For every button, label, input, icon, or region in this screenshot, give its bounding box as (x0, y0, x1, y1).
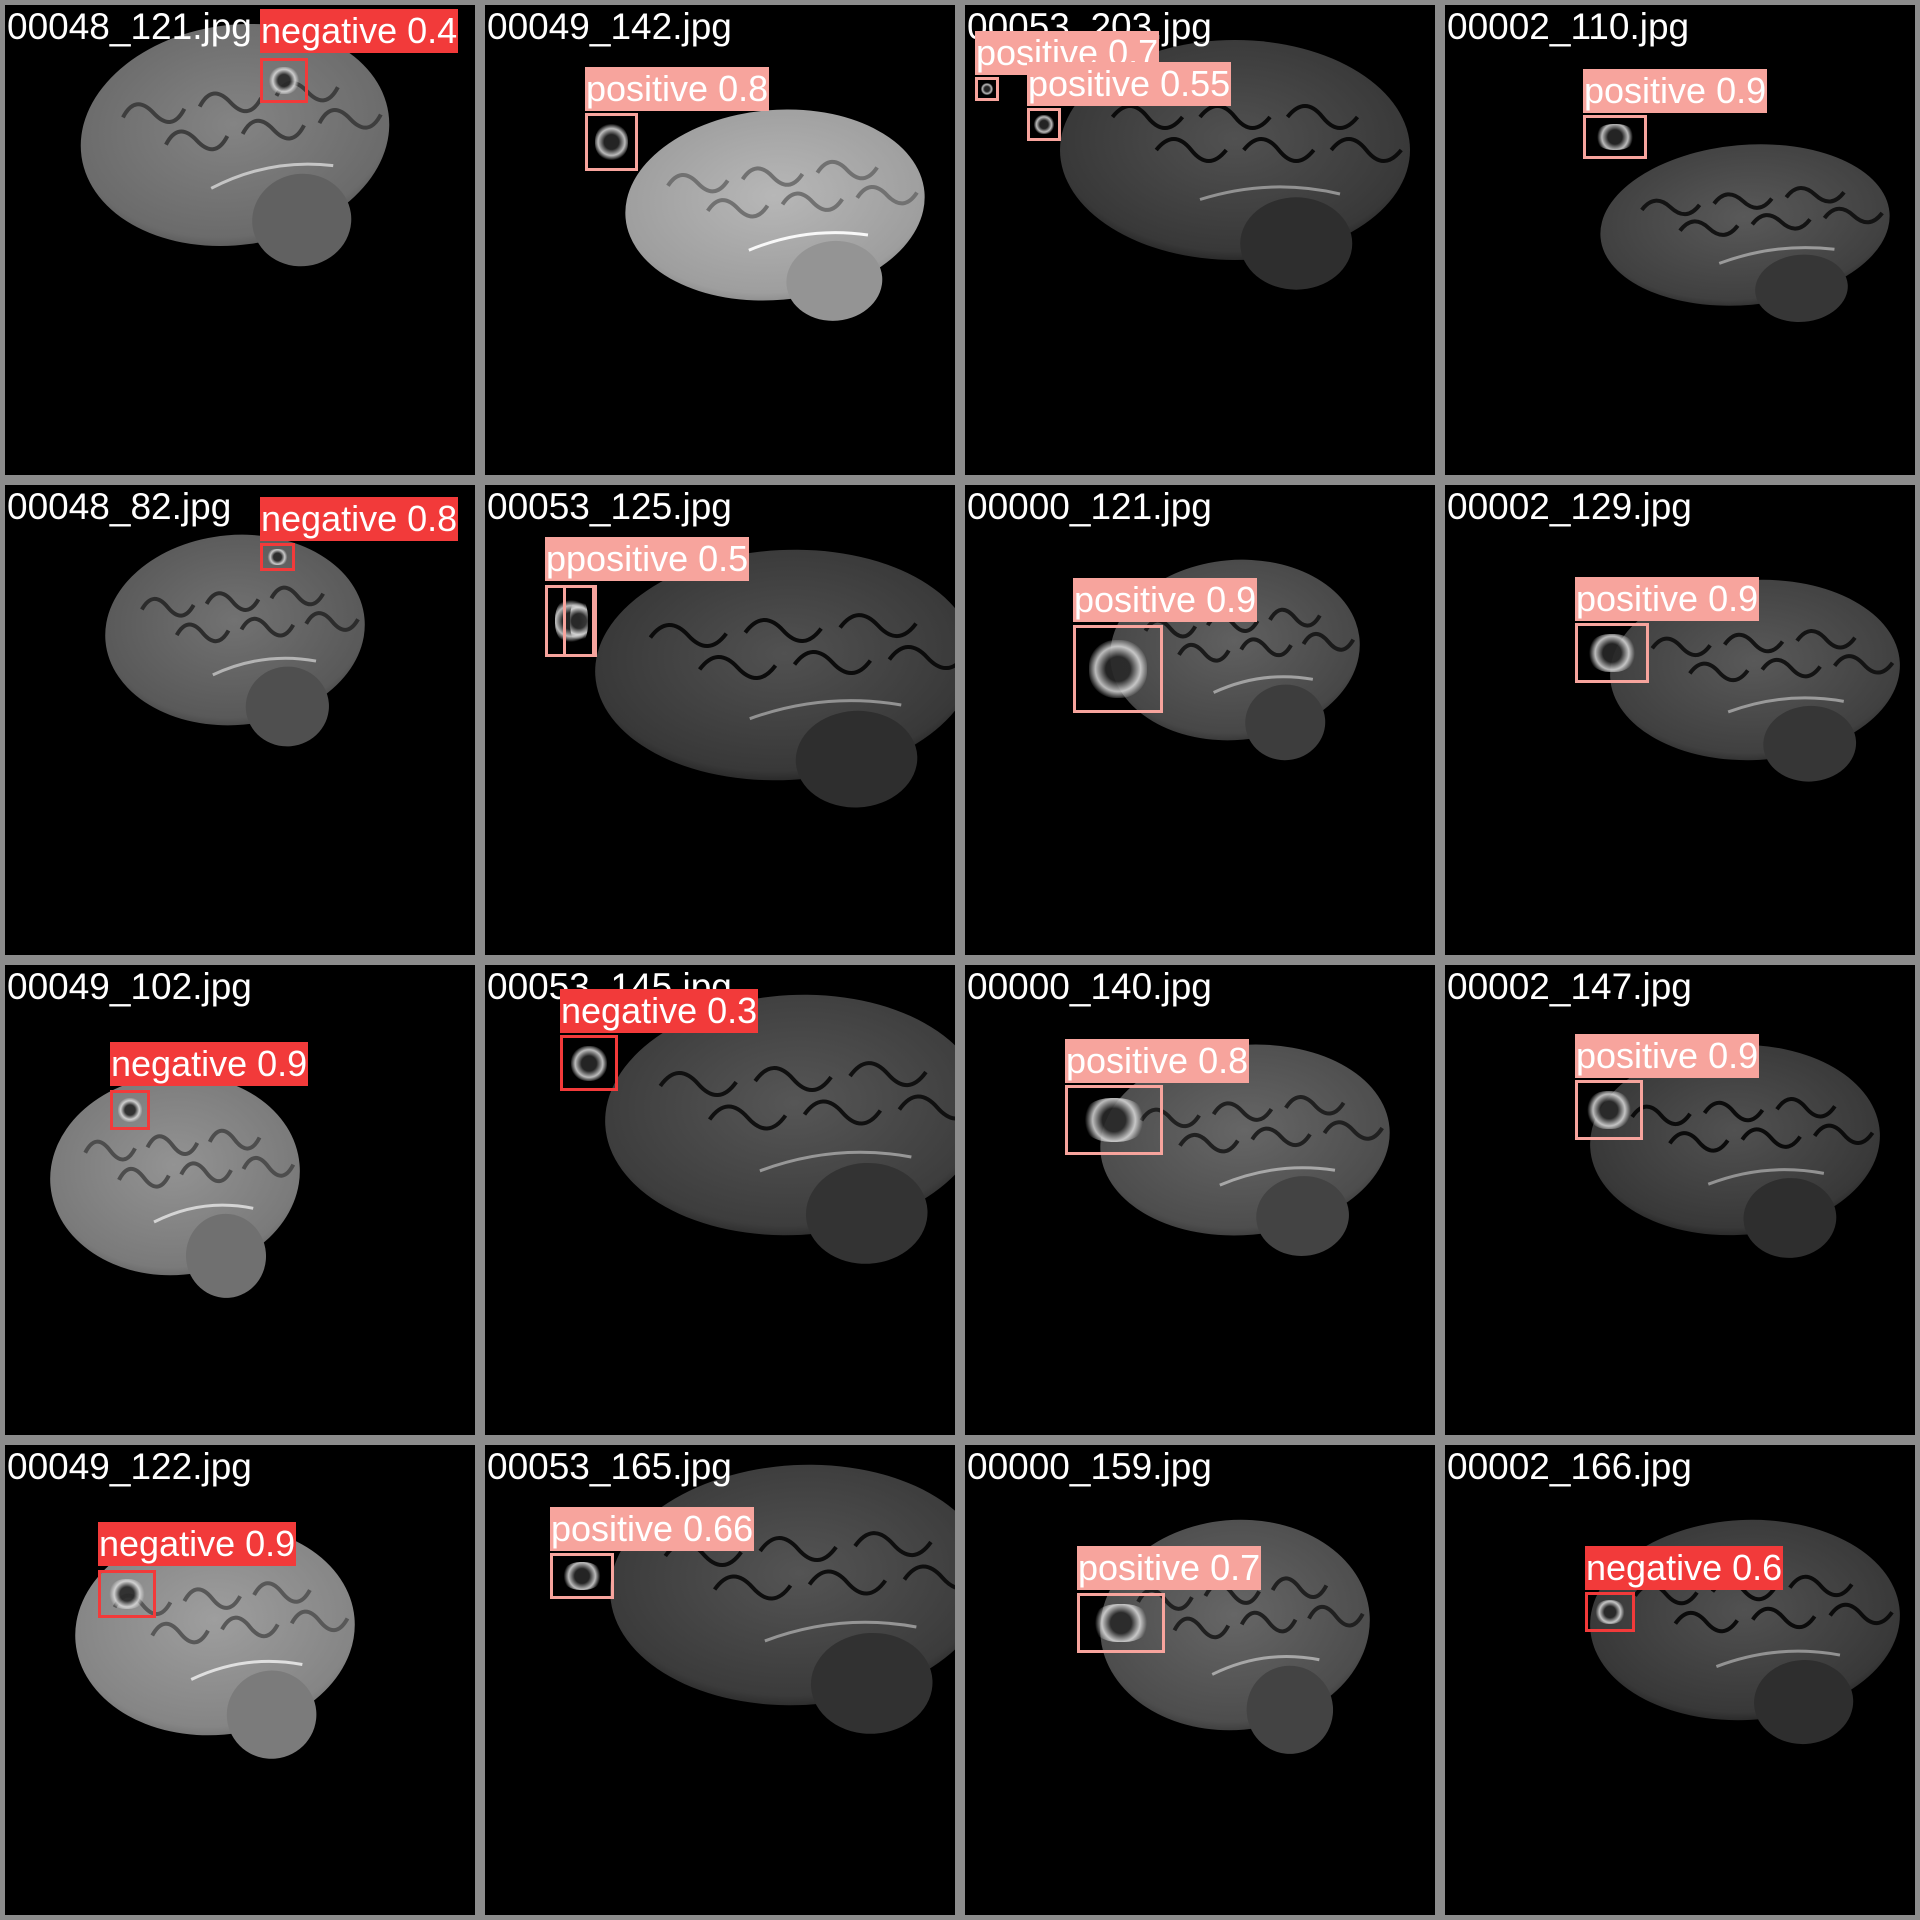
mri-brain-scan (75, 1524, 355, 1759)
lesion-highlight (1081, 1097, 1147, 1143)
mri-brain-scan (1590, 1044, 1880, 1258)
image-filename: 00049_102.jpg (7, 966, 252, 1007)
lesion-highlight (1588, 634, 1636, 672)
detection-label: positive 0.9 (1575, 577, 1760, 621)
detection-box (1027, 108, 1061, 141)
image-tile: 00053_125.jpg ppositive 0.5 (480, 480, 960, 960)
lesion-highlight (569, 597, 589, 645)
image-filename: 00000_121.jpg (967, 486, 1212, 527)
detection-box (110, 1090, 150, 1130)
image-filename: 00048_121.jpg (7, 6, 252, 47)
detection-box (260, 543, 295, 571)
detection-box (550, 1553, 614, 1599)
detection-box (1583, 115, 1647, 159)
mri-brain-scan (1600, 144, 1890, 323)
lesion-highlight (108, 1579, 146, 1609)
detection-label: positive 0.8 (585, 67, 770, 111)
image-filename: 00002_166.jpg (1447, 1446, 1692, 1487)
detection-label: negative 0.8 (260, 497, 459, 541)
detection-box (98, 1570, 156, 1618)
mri-brain-scan (1610, 579, 1900, 782)
image-tile: 00053_165.jpg positive 0.66 (480, 1440, 960, 1920)
image-tile: 00049_102.jpg negative 0.9 (0, 960, 480, 1440)
image-filename: 00002_110.jpg (1447, 6, 1690, 47)
detection-label: positive 0.9 (1073, 578, 1258, 622)
detection-box (1585, 1592, 1635, 1632)
mri-brain-scan (625, 109, 925, 321)
mri-brain-scan (605, 994, 955, 1264)
detection-label: negative 0.3 (560, 989, 759, 1033)
detection-label: positive 0.9 (1575, 1034, 1760, 1078)
detection-label: positive 0.55 (1027, 62, 1232, 106)
image-tile: 00002_147.jpg positive 0.9 (1440, 960, 1920, 1440)
detection-box (563, 585, 595, 657)
mri-brain-scan (1100, 1044, 1390, 1256)
detection-label: positive 0.66 (550, 1507, 755, 1551)
image-tile: 00000_159.jpg positive 0.7 (960, 1440, 1440, 1920)
detection-label: negative 0.9 (98, 1522, 297, 1566)
detection-box (585, 113, 638, 171)
image-tile: 00053_203.jpg positive 0.7 positive 0.55 (960, 0, 1440, 480)
lesion-highlight (561, 1562, 603, 1590)
detection-label: ppositive 0.5 (545, 537, 750, 581)
mri-brain-scan (1100, 1519, 1370, 1754)
detection-box (260, 58, 308, 103)
image-filename: 00000_159.jpg (967, 1446, 1212, 1487)
image-filename: 00049_122.jpg (7, 1446, 252, 1487)
image-tile: 00048_121.jpg negative 0.4 (0, 0, 480, 480)
image-tile: 00048_82.jpg negative 0.8 (0, 480, 480, 960)
mri-brain-scan (80, 23, 390, 267)
detection-label: positive 0.8 (1065, 1039, 1250, 1083)
detection-box (1575, 623, 1649, 683)
detection-label: negative 0.9 (110, 1042, 309, 1086)
mri-brain-scan (105, 534, 365, 747)
image-filename: 00002_147.jpg (1447, 966, 1692, 1007)
image-tile: 00053_145.jpg negative 0.3 (480, 960, 960, 1440)
detection-label: positive 0.7 (1077, 1546, 1262, 1590)
lesion-highlight (1594, 1600, 1626, 1624)
lesion-highlight (1092, 1604, 1150, 1642)
lesion-highlight (1587, 1091, 1631, 1129)
detection-box (975, 77, 999, 101)
mri-brain-scan (1110, 559, 1360, 761)
detection-box (1575, 1080, 1643, 1140)
image-filename: 00048_82.jpg (7, 486, 232, 527)
lesion-highlight (980, 82, 994, 96)
detection-box (1077, 1593, 1165, 1653)
lesion-highlight (269, 66, 299, 95)
detection-box (1065, 1085, 1163, 1155)
image-tile: 00000_140.jpg positive 0.8 (960, 960, 1440, 1440)
image-tile: 00002_110.jpg positive 0.9 (1440, 0, 1920, 480)
image-filename: 00049_142.jpg (487, 6, 732, 47)
image-filename: 00002_129.jpg (1447, 486, 1692, 527)
image-tile: 00049_122.jpg negative 0.9 (0, 1440, 480, 1920)
mri-brain-scan (595, 549, 955, 808)
detection-box (560, 1035, 618, 1091)
lesion-highlight (118, 1098, 142, 1122)
image-filename: 00053_165.jpg (487, 1446, 732, 1487)
detection-label: negative 0.4 (260, 9, 459, 53)
detection-label: negative 0.6 (1585, 1546, 1784, 1590)
image-filename: 00053_125.jpg (487, 486, 732, 527)
detection-box (1073, 625, 1163, 713)
lesion-highlight (1594, 123, 1636, 151)
detection-label: positive 0.9 (1583, 69, 1768, 113)
lesion-highlight (570, 1045, 608, 1081)
lesion-highlight (1088, 640, 1148, 698)
image-tile: 00002_129.jpg positive 0.9 (1440, 480, 1920, 960)
mri-brain-scan (50, 1074, 300, 1298)
image-tile: 00002_166.jpg negative 0.6 (1440, 1440, 1920, 1920)
image-tile: 00000_121.jpg positive 0.9 (960, 480, 1440, 960)
lesion-highlight (595, 123, 628, 161)
lesion-highlight (267, 549, 288, 565)
mri-brain-scan (1590, 1519, 1900, 1745)
lesion-highlight (1034, 115, 1054, 134)
image-filename: 00000_140.jpg (967, 966, 1212, 1007)
image-tile: 00049_142.jpg positive 0.8 (480, 0, 960, 480)
